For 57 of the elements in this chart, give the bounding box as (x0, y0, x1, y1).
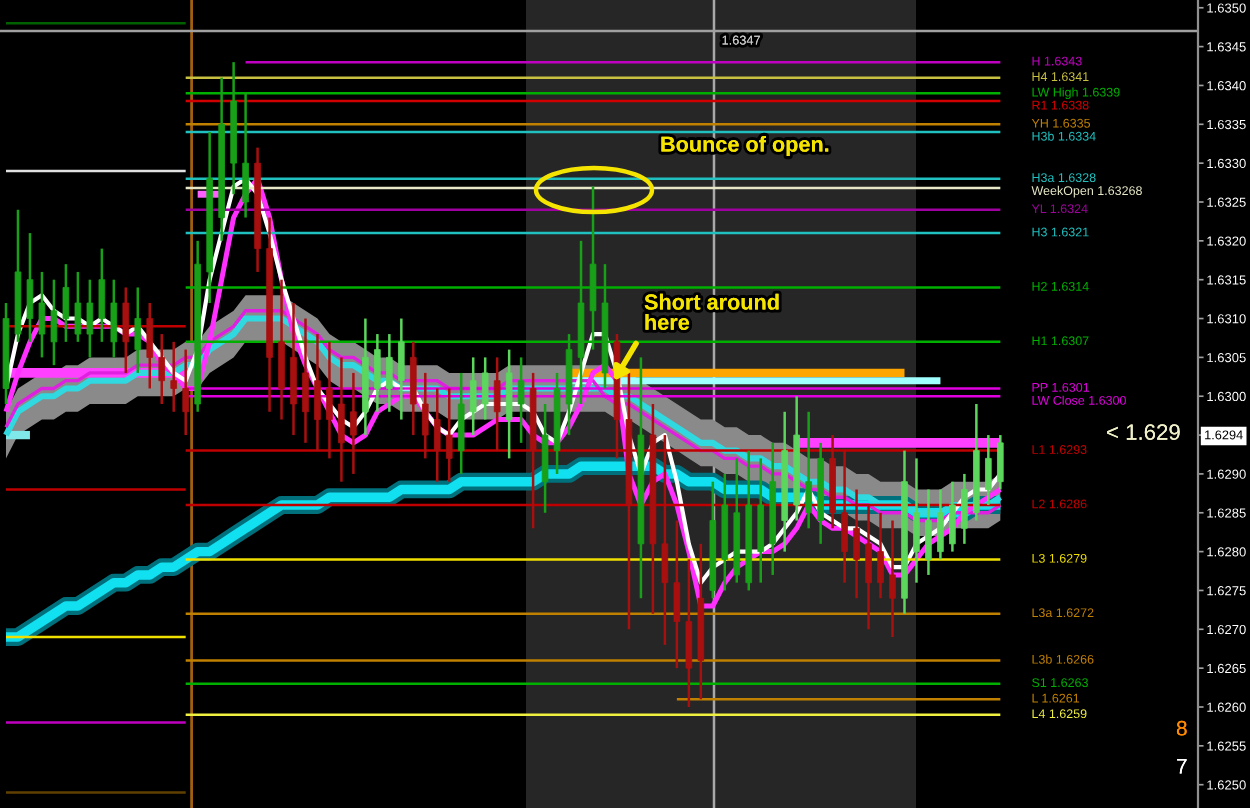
candlestick (481, 356, 489, 421)
candlestick (589, 185, 597, 351)
candlestick (134, 286, 142, 375)
candlestick (170, 340, 178, 414)
candlestick (445, 387, 453, 483)
candlestick (985, 433, 992, 507)
candlestick (110, 278, 118, 359)
candlestick (949, 480, 956, 553)
candlestick (38, 270, 46, 359)
text: 7 (1177, 759, 1187, 774)
candlestick (757, 457, 765, 584)
candlestick (50, 278, 58, 367)
candlestick (122, 286, 130, 375)
candlestick (62, 262, 70, 344)
candlestick (877, 511, 884, 600)
candlestick (913, 457, 920, 584)
candlestick (961, 472, 968, 546)
candlestick (242, 91, 249, 219)
candlestick (997, 433, 1004, 491)
candlestick (673, 519, 681, 670)
candlestick (74, 270, 82, 344)
candlestick (865, 503, 872, 631)
candlestick (410, 340, 417, 437)
candlestick (290, 301, 297, 437)
candlestick (326, 340, 333, 460)
candlestick (302, 317, 309, 445)
candlestick (314, 332, 321, 452)
candlestick (182, 348, 189, 437)
candlestick (26, 231, 34, 344)
text: < 1.629 (1107, 424, 1180, 440)
candlestick (158, 332, 166, 406)
candlestick (493, 356, 501, 452)
candlestick (338, 356, 345, 483)
candlestick (469, 356, 477, 437)
candlestick (541, 402, 549, 515)
candlestick (374, 332, 381, 414)
candlestick (398, 317, 405, 421)
candlestick (386, 332, 393, 414)
candlestick (350, 371, 357, 476)
candlestick (433, 387, 441, 483)
candlestick (86, 278, 94, 359)
candlestick (517, 356, 525, 445)
text: 8 (1176, 720, 1187, 736)
candlestick (853, 488, 860, 600)
candlestick (457, 371, 465, 476)
candlestick (937, 488, 944, 561)
candlestick (889, 519, 896, 639)
candlestick (146, 301, 154, 390)
candlestick (661, 433, 669, 647)
candlestick (505, 348, 513, 460)
candlestick (685, 558, 693, 709)
candlestick (841, 449, 848, 584)
candlestick (98, 247, 106, 344)
candlestick (805, 410, 812, 530)
candlestick (278, 278, 285, 421)
candlestick (925, 488, 932, 577)
candlestick (421, 371, 429, 460)
